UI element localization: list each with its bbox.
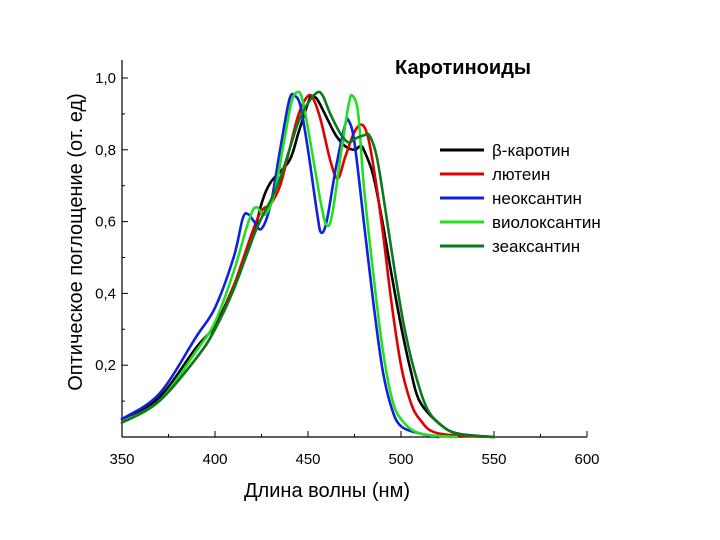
y-tick-label: 0,2: [95, 357, 116, 374]
y-tick-label: 0,6: [95, 214, 116, 231]
x-tick-label: 550: [481, 451, 506, 468]
legend: β-каротин лютеин неоксантин виолоксантин зеа…: [440, 141, 601, 256]
legend-label-5: зеаксантин: [492, 237, 580, 256]
x-tick-label: 400: [202, 451, 227, 468]
legend-label-4: виолоксантин: [492, 213, 601, 232]
legend-label-3: неоксантин: [492, 189, 582, 208]
x-axis-title: Длина волны (нм): [244, 480, 410, 502]
x-tick-label: 350: [109, 451, 134, 468]
series-layer: [120, 90, 496, 439]
legend-label-1: β-каротин: [492, 141, 570, 160]
axes: 350 400 450 500 550 600 0,2 0,4 0,6 0,8 1,0: [95, 60, 600, 468]
series-line-4: [120, 90, 459, 439]
x-tick-label: 450: [295, 451, 320, 468]
y-axis-title: Оптическое поглощение (от. ед): [65, 93, 87, 391]
x-tick-label: 500: [388, 451, 413, 468]
y-tick-label: 1,0: [95, 70, 116, 87]
y-tick-label: 0,4: [95, 285, 116, 302]
series-line-5: [120, 90, 496, 439]
chart-title: Каротиноиды: [395, 57, 531, 79]
y-tick-label: 0,8: [95, 142, 116, 159]
x-tick-label: 600: [574, 451, 599, 468]
series-line-3: [120, 92, 440, 439]
series-line-2: [120, 93, 496, 439]
legend-label-2: лютеин: [492, 165, 550, 184]
